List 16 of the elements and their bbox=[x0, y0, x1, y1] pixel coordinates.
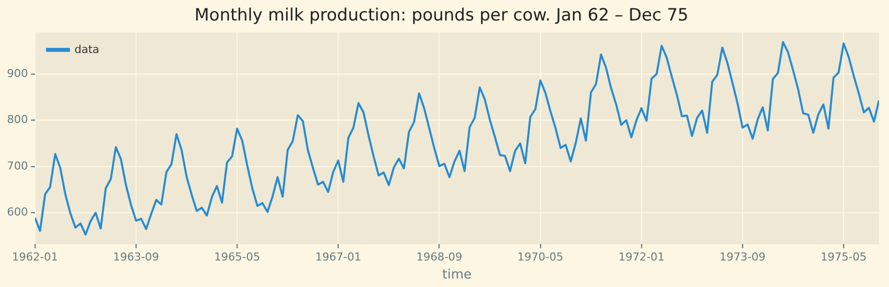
x-tick-label: 1970-05 bbox=[517, 250, 564, 264]
y-tick-label: 800 bbox=[6, 113, 28, 126]
x-tick-label: 1962-01 bbox=[12, 250, 58, 264]
x-tick-label: 1968-09 bbox=[416, 250, 462, 264]
x-axis-title: time bbox=[442, 268, 472, 283]
legend-label: data bbox=[74, 42, 100, 56]
chart-title: Monthly milk production: pounds per cow. Jan 62 – Dec 75 bbox=[194, 6, 688, 26]
x-tick-label: 1972-01 bbox=[618, 250, 664, 264]
y-tick-label: 600 bbox=[6, 206, 28, 219]
x-tick-label: 1973-09 bbox=[720, 250, 766, 264]
x-tick-label: 1965-05 bbox=[214, 250, 260, 264]
x-tick-label: 1975-05 bbox=[820, 250, 867, 264]
x-tick-label: 1963-09 bbox=[113, 250, 160, 264]
x-tick-label: 1967-01 bbox=[315, 250, 362, 264]
y-tick-label: 900 bbox=[6, 66, 28, 80]
y-tick-label: 700 bbox=[6, 159, 28, 172]
